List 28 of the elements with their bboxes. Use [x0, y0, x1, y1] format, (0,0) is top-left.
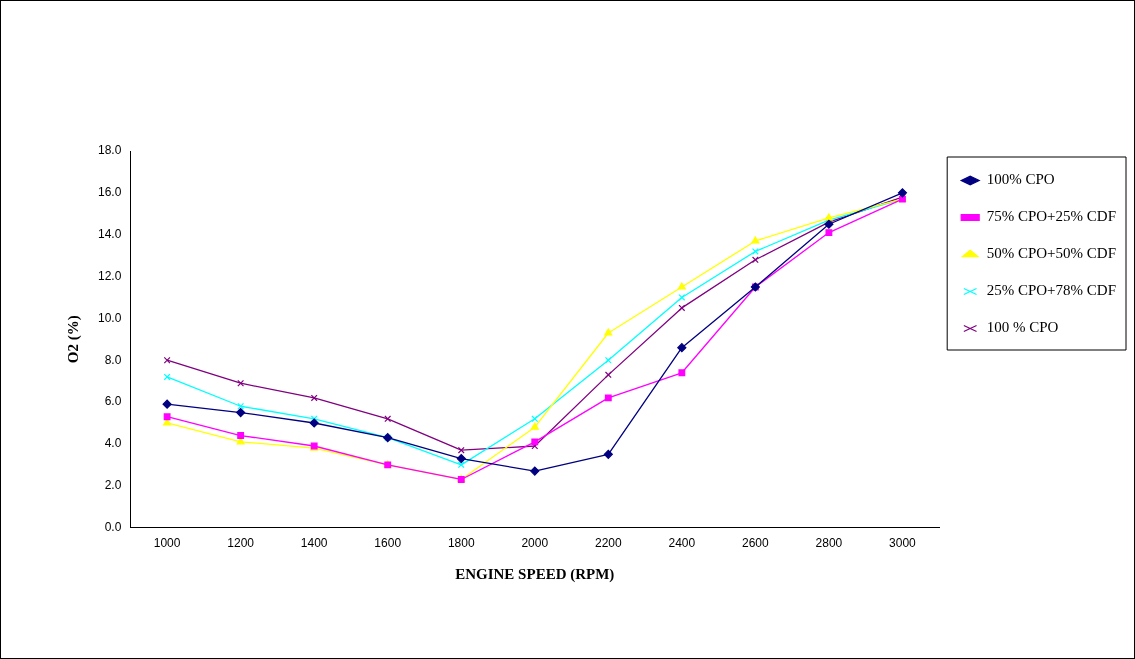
y-tick-label: 14.0 [98, 227, 122, 241]
x-tick-label: 1400 [300, 536, 328, 551]
legend-label: 100% CPO [986, 171, 1055, 188]
y-tick-label: 0.0 [104, 519, 122, 534]
x-tick-label: 2400 [668, 536, 696, 551]
x-tick-label: 1200 [227, 536, 255, 551]
x-axis-title: ENGINE SPEED (RPM) [455, 565, 615, 583]
x-tick-label: 3000 [889, 536, 917, 551]
y-tick-label: 4.0 [104, 436, 122, 451]
y-tick-label: 16.0 [98, 185, 122, 200]
y-tick-label: 2.0 [104, 478, 122, 493]
x-tick-label: 2600 [742, 536, 770, 551]
legend-label: 50% CPO+50% CDF [986, 245, 1116, 262]
x-tick-label: 2000 [521, 536, 549, 551]
x-tick-label: 2800 [815, 536, 843, 551]
x-tick-label: 2200 [594, 536, 622, 551]
x-tick-label: 1600 [374, 536, 402, 551]
y-axis-title: O2 (%) [64, 315, 82, 364]
y-tick-label: 6.0 [104, 394, 122, 409]
y-tick-label: 8.0 [104, 352, 122, 367]
y-tick-label: 10.0 [98, 310, 122, 325]
legend-label: 100 % CPO [986, 319, 1059, 336]
x-tick-label: 1800 [447, 536, 475, 551]
y-tick-label: 12.0 [98, 268, 122, 283]
legend-label: 75% CPO+25% CDF [986, 208, 1116, 225]
y-tick-label: 18.0 [98, 143, 122, 158]
x-tick-label: 1000 [153, 536, 181, 551]
legend-label: 25% CPO+78% CDF [986, 282, 1116, 299]
